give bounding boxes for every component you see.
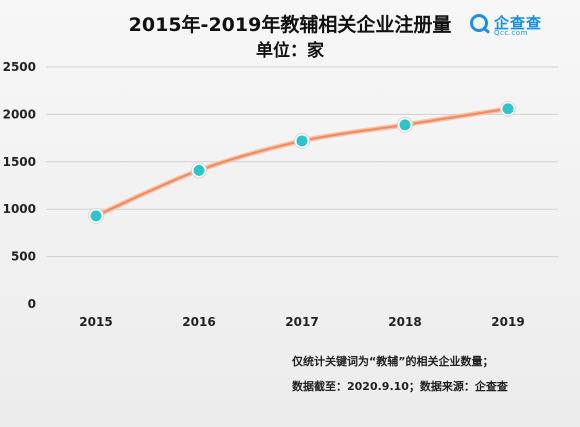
y-tick-label: 500 bbox=[11, 250, 36, 264]
data-point bbox=[193, 164, 205, 176]
footnote-source: 数据截至：2020.9.10；数据来源：企查查 bbox=[292, 380, 508, 393]
y-tick-label: 1000 bbox=[3, 202, 36, 216]
chart-title: 2015年-2019年教辅相关企业注册量 bbox=[128, 14, 452, 36]
y-tick-label: 0 bbox=[28, 297, 36, 311]
logo-domain: Qcc.com bbox=[494, 29, 528, 37]
y-tick-label: 2500 bbox=[3, 60, 36, 74]
x-tick-label: 2018 bbox=[388, 315, 421, 329]
logo-name: 企查查 bbox=[494, 14, 543, 32]
x-tick-label: 2016 bbox=[182, 315, 215, 329]
y-tick-label: 1500 bbox=[3, 155, 36, 169]
data-point bbox=[399, 119, 411, 131]
data-point bbox=[502, 103, 514, 115]
data-point bbox=[296, 135, 308, 147]
x-tick-label: 2017 bbox=[285, 315, 318, 329]
chart-subtitle: 单位：家 bbox=[256, 41, 324, 61]
magnifier-icon bbox=[470, 14, 488, 32]
qcc-logo: 企查查 Qcc.com bbox=[470, 12, 570, 38]
data-point bbox=[90, 210, 102, 222]
x-tick-label: 2015 bbox=[79, 315, 112, 329]
x-tick-label: 2019 bbox=[491, 315, 524, 329]
footnote-scope: 仅统计关键词为“教辅”的相关企业数量； bbox=[292, 355, 494, 368]
y-tick-label: 2000 bbox=[3, 107, 36, 121]
